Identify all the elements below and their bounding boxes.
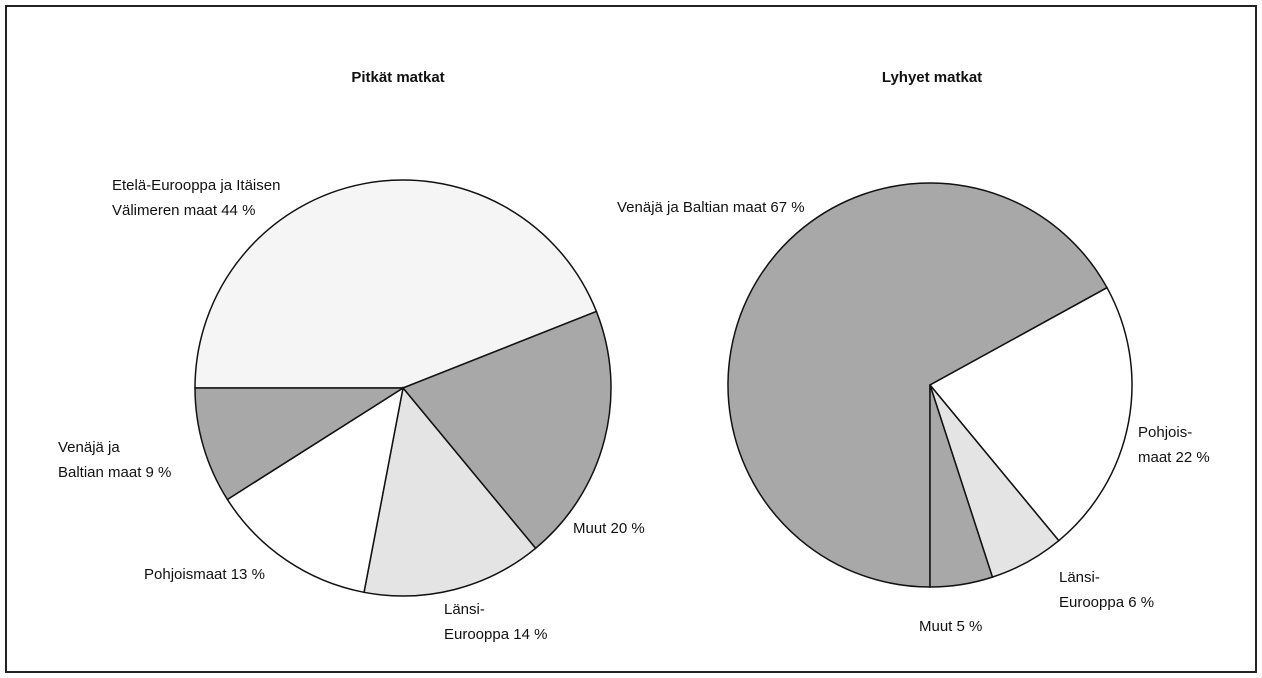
slice-label: Pohjois- bbox=[1138, 424, 1192, 441]
pie-slice bbox=[401, 310, 612, 550]
pie-slice bbox=[194, 387, 406, 501]
slice-label: Muut 5 % bbox=[919, 618, 982, 635]
slice-label: Baltian maat 9 % bbox=[58, 464, 171, 481]
slice-label: Etelä-Eurooppa ja Itäisen bbox=[112, 177, 280, 194]
pie-slice bbox=[929, 384, 994, 588]
pie-slice bbox=[226, 386, 405, 594]
chart-title: Pitkät matkat bbox=[351, 69, 444, 86]
chart-title: Lyhyet matkat bbox=[882, 69, 982, 86]
slice-label: Eurooppa 6 % bbox=[1059, 594, 1154, 611]
slice-label: Länsi- bbox=[1059, 569, 1100, 586]
slice-label: Venäjä ja bbox=[58, 439, 120, 456]
slice-label: Pohjoismaat 13 % bbox=[144, 566, 265, 583]
slice-label: Länsi- bbox=[444, 601, 485, 618]
pie-slice bbox=[363, 386, 537, 597]
pie-slice bbox=[928, 286, 1133, 542]
pie-slice bbox=[727, 182, 1109, 588]
slice-label: Välimeren maat 44 % bbox=[112, 202, 255, 219]
frame bbox=[5, 5, 1257, 673]
slice-label: maat 22 % bbox=[1138, 449, 1210, 466]
slice-label: Venäjä ja Baltian maat 67 % bbox=[617, 199, 805, 216]
slice-label: Eurooppa 14 % bbox=[444, 626, 547, 643]
slice-label: Muut 20 % bbox=[573, 520, 645, 537]
pie-slice bbox=[194, 179, 598, 389]
